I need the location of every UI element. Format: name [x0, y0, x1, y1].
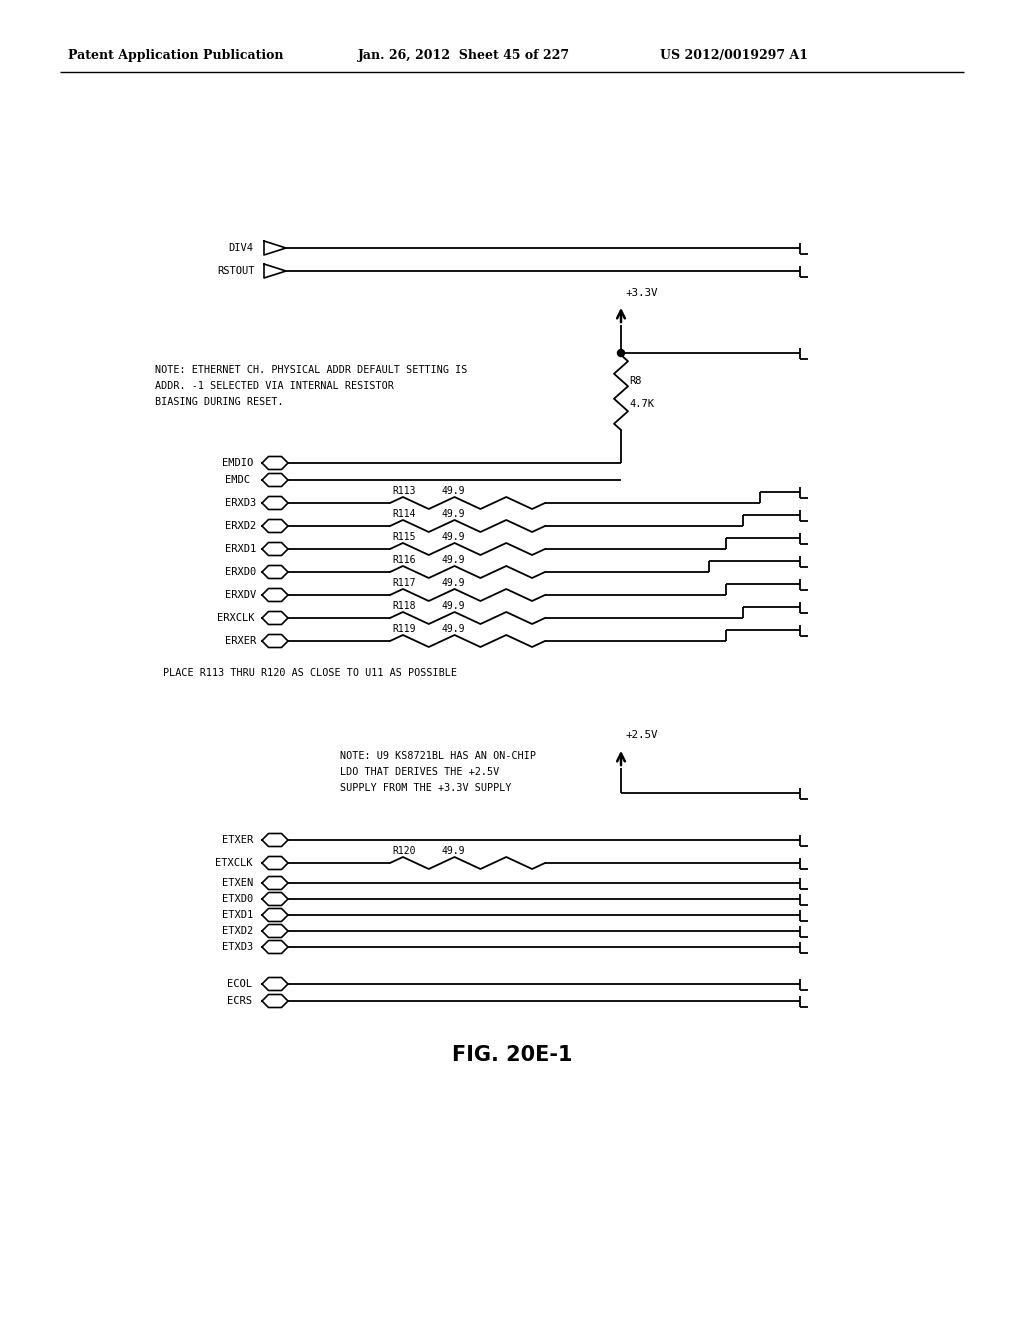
Text: 4.7K: 4.7K: [629, 399, 654, 409]
Text: ERXCLK: ERXCLK: [217, 612, 255, 623]
Text: R116: R116: [392, 554, 416, 565]
Text: ECRS: ECRS: [227, 997, 252, 1006]
Text: ETXD0: ETXD0: [222, 894, 253, 904]
Text: +3.3V: +3.3V: [625, 288, 657, 298]
Text: ERXD2: ERXD2: [225, 521, 256, 531]
Text: EMDIO: EMDIO: [222, 458, 253, 469]
Text: SUPPLY FROM THE +3.3V SUPPLY: SUPPLY FROM THE +3.3V SUPPLY: [340, 783, 512, 793]
Text: 49.9: 49.9: [442, 846, 466, 855]
Text: R113: R113: [392, 486, 416, 496]
Text: 49.9: 49.9: [442, 624, 466, 634]
Text: 49.9: 49.9: [442, 554, 466, 565]
Text: +2.5V: +2.5V: [625, 730, 657, 741]
Text: R114: R114: [392, 510, 416, 519]
Text: ERXD3: ERXD3: [225, 498, 256, 508]
Text: LDO THAT DERIVES THE +2.5V: LDO THAT DERIVES THE +2.5V: [340, 767, 500, 777]
Text: R119: R119: [392, 624, 416, 634]
Text: R118: R118: [392, 601, 416, 611]
Text: ETXD2: ETXD2: [222, 927, 253, 936]
Text: 49.9: 49.9: [442, 486, 466, 496]
Text: ERXDV: ERXDV: [225, 590, 256, 601]
Text: FIG. 20E-1: FIG. 20E-1: [452, 1045, 572, 1065]
Text: BIASING DURING RESET.: BIASING DURING RESET.: [155, 397, 284, 407]
Text: ETXCLK: ETXCLK: [215, 858, 253, 869]
Text: US 2012/0019297 A1: US 2012/0019297 A1: [660, 49, 808, 62]
Text: ERXD0: ERXD0: [225, 568, 256, 577]
Text: 49.9: 49.9: [442, 510, 466, 519]
Text: R120: R120: [392, 846, 416, 855]
Text: ERXD1: ERXD1: [225, 544, 256, 554]
Text: ADDR. -1 SELECTED VIA INTERNAL RESISTOR: ADDR. -1 SELECTED VIA INTERNAL RESISTOR: [155, 381, 394, 391]
Text: RSTOUT: RSTOUT: [217, 267, 255, 276]
Text: EMDC: EMDC: [225, 475, 250, 484]
Text: NOTE: ETHERNET CH. PHYSICAL ADDR DEFAULT SETTING IS: NOTE: ETHERNET CH. PHYSICAL ADDR DEFAULT…: [155, 366, 467, 375]
Text: DIV4: DIV4: [228, 243, 253, 253]
Text: R8: R8: [629, 376, 641, 387]
Text: ERXER: ERXER: [225, 636, 256, 645]
Text: ETXER: ETXER: [222, 836, 253, 845]
Text: ETXEN: ETXEN: [222, 878, 253, 888]
Text: 49.9: 49.9: [442, 532, 466, 543]
Text: ETXD1: ETXD1: [222, 909, 253, 920]
Text: 49.9: 49.9: [442, 601, 466, 611]
Text: 49.9: 49.9: [442, 578, 466, 587]
Text: PLACE R113 THRU R120 AS CLOSE TO U11 AS POSSIBLE: PLACE R113 THRU R120 AS CLOSE TO U11 AS …: [163, 668, 457, 678]
Text: ETXD3: ETXD3: [222, 942, 253, 952]
Text: R117: R117: [392, 578, 416, 587]
Text: ECOL: ECOL: [227, 979, 252, 989]
Circle shape: [617, 350, 625, 356]
Text: Patent Application Publication: Patent Application Publication: [68, 49, 284, 62]
Text: NOTE: U9 KS8721BL HAS AN ON-CHIP: NOTE: U9 KS8721BL HAS AN ON-CHIP: [340, 751, 536, 762]
Text: Jan. 26, 2012  Sheet 45 of 227: Jan. 26, 2012 Sheet 45 of 227: [358, 49, 570, 62]
Text: R115: R115: [392, 532, 416, 543]
